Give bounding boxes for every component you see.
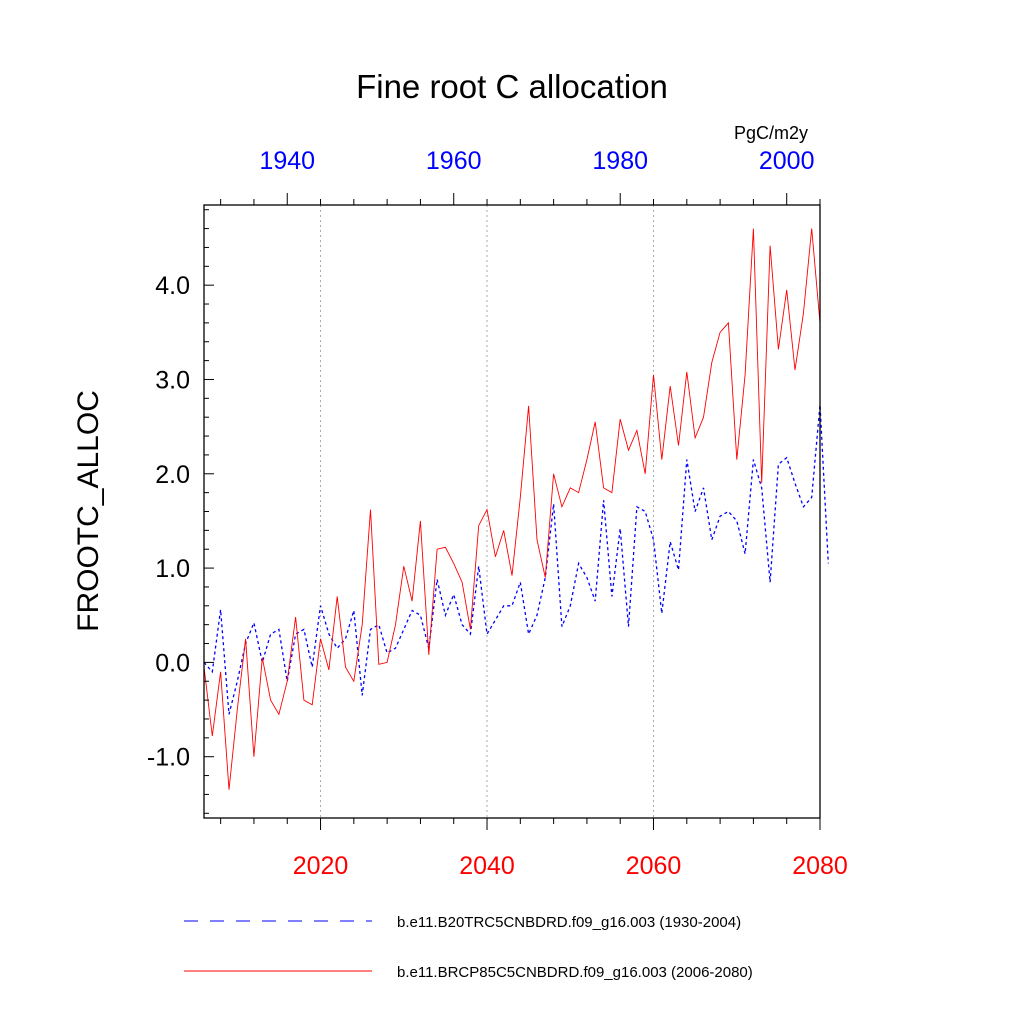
y-tick-label: 3.0	[155, 366, 190, 394]
x-top-tick-label: 1960	[426, 147, 482, 175]
legend-label-historical: b.e11.B20TRC5CNBDRD.f09_g16.003 (1930-20…	[397, 914, 741, 931]
chart-title: Fine root C allocation	[356, 68, 668, 105]
x-top-tick-label: 1940	[259, 147, 315, 175]
series-line-historical	[203, 404, 829, 715]
x-bottom-tick-label: 2020	[293, 852, 349, 880]
y-tick-label: 4.0	[155, 272, 190, 300]
y-axis-label: FROOTC_ALLOC	[72, 390, 105, 632]
plot-frame	[203, 204, 821, 819]
x-bottom-tick-label: 2040	[459, 852, 515, 880]
x-bottom-tick-label: 2060	[626, 852, 682, 880]
y-tick-label: -1.0	[147, 744, 190, 772]
x-top-tick-label: 1980	[592, 147, 648, 175]
legend: b.e11.B20TRC5CNBDRD.f09_g16.003 (1930-20…	[184, 914, 753, 981]
legend-label-future: b.e11.BRCP85C5CNBDRD.f09_g16.003 (2006-2…	[397, 964, 753, 981]
x-top-tick-label: 2000	[759, 147, 815, 175]
y-tick-label: 1.0	[155, 555, 190, 583]
y-tick-label: 0.0	[155, 649, 190, 677]
x-bottom-tick-label: 2080	[792, 852, 848, 880]
series-line-future	[203, 228, 821, 790]
y-tick-label: 2.0	[155, 461, 190, 489]
units-label: PgC/m2y	[734, 123, 808, 143]
